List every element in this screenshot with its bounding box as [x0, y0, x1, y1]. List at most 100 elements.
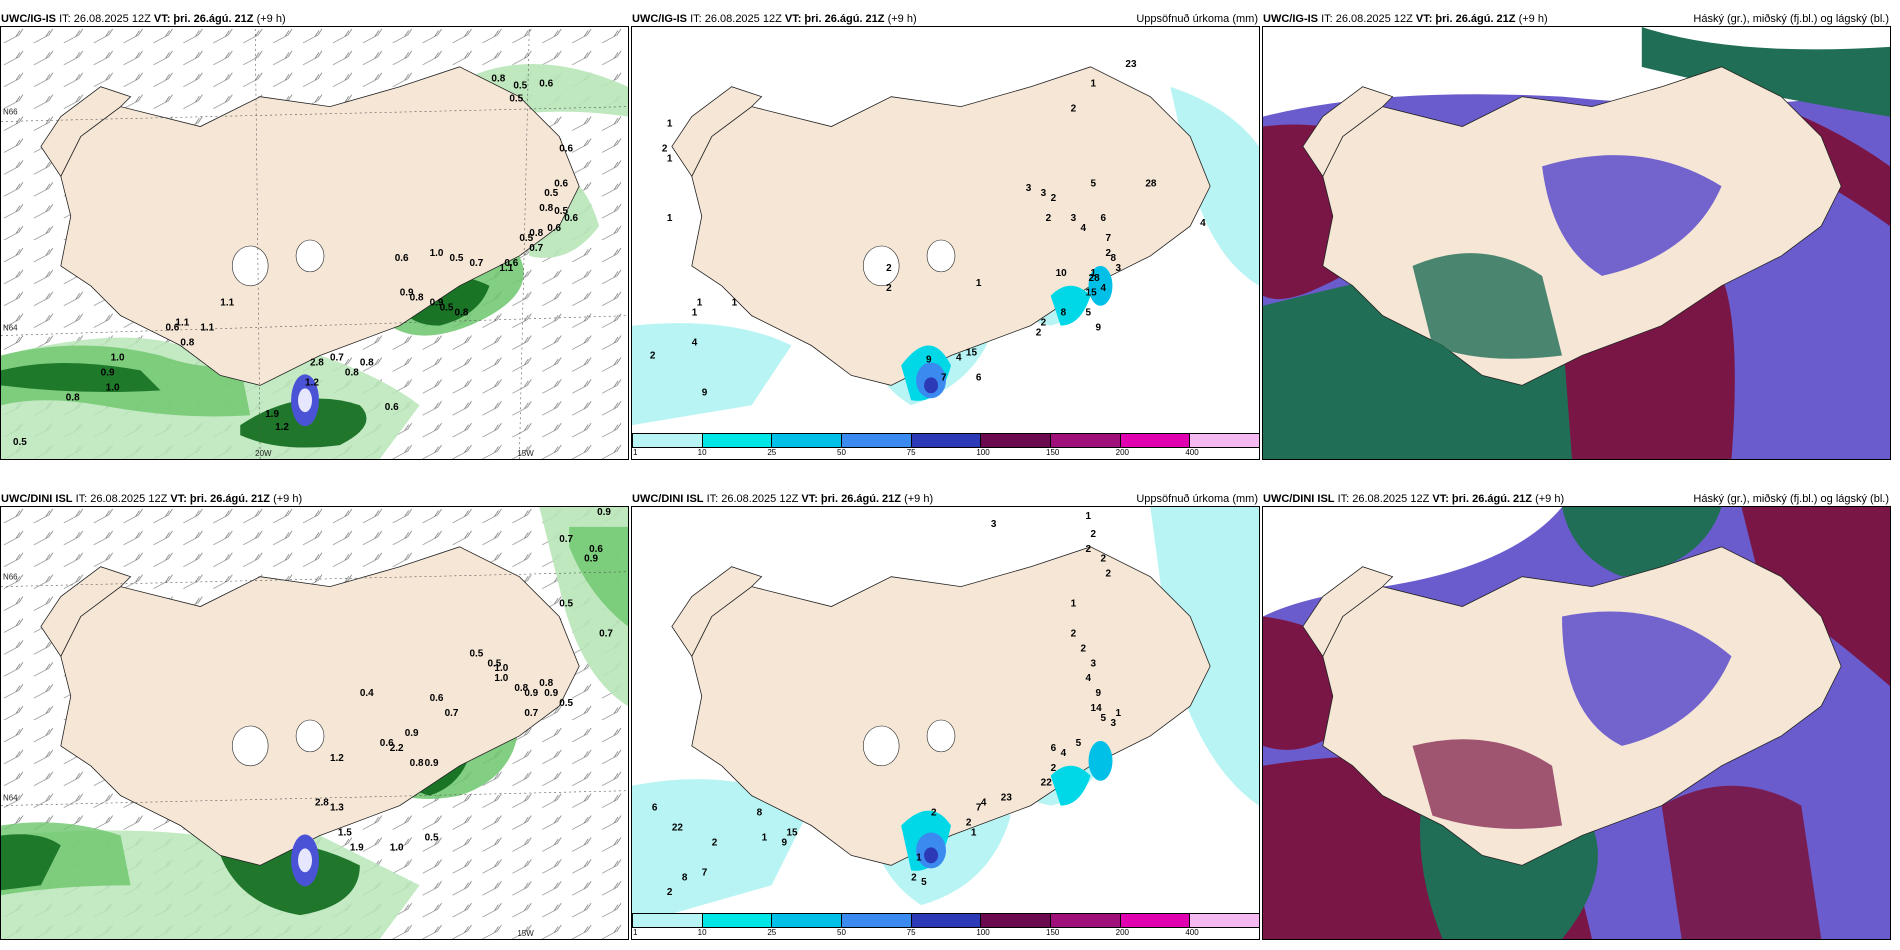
value-label: 0.8: [360, 357, 374, 368]
value-label: 1: [1091, 79, 1097, 90]
value-label: 1: [732, 298, 738, 309]
map-area[interactable]: [1262, 506, 1891, 940]
value-label: 9: [702, 387, 708, 398]
value-label: 0.6: [430, 693, 444, 704]
value-label: 1: [667, 119, 673, 130]
value-label: 0.9: [425, 758, 439, 769]
value-label: 1.0: [390, 842, 404, 853]
colorbar-segment: [841, 433, 912, 448]
map-area[interactable]: 0.9 0.7 0.6 0.9 0.5 0.7 0.5 0.5 1.0 1.0 0.8 0.9 0.8 0…: [0, 506, 629, 940]
value-label: 2: [1041, 318, 1047, 329]
colorbar-tick: 50: [837, 448, 846, 457]
value-label: 8: [682, 872, 688, 883]
value-label: 9: [782, 837, 788, 848]
colorbar-segment: [1050, 913, 1121, 928]
value-label: 8: [1061, 308, 1067, 319]
value-label: 1.0: [494, 663, 508, 674]
lat-label: N64: [3, 794, 18, 803]
value-label: 4: [1086, 673, 1092, 684]
value-label: 0.8: [529, 228, 543, 239]
value-label: 5: [1086, 308, 1092, 319]
value-label: 2: [1051, 763, 1057, 774]
panel-dini-wind: UWC/DINI ISL IT: 26.08.2025 12Z VT: þri.…: [0, 492, 629, 940]
colorbar-segment: [771, 913, 842, 928]
value-label: 1: [1071, 599, 1077, 610]
value-label: 0.9: [597, 507, 611, 518]
value-label: 8: [757, 808, 763, 819]
value-label: 5: [1076, 738, 1082, 749]
value-label: 1: [1115, 708, 1121, 719]
value-label: 22: [1041, 778, 1053, 789]
colorbar-tick: 200: [1115, 448, 1130, 457]
value-label: 1.9: [350, 842, 364, 853]
panel-dini-clouds: UWC/DINI ISL IT: 26.08.2025 12Z VT: þri.…: [1262, 492, 1891, 940]
value-label: 1.1: [499, 263, 513, 274]
value-label: 0.5: [487, 658, 501, 669]
value-label: 3: [1026, 183, 1032, 194]
value-label: 0.6: [539, 79, 553, 90]
map-area[interactable]: [1262, 26, 1891, 460]
colorbar-segment: [980, 433, 1051, 448]
colorbar-tick: 400: [1185, 928, 1199, 937]
value-label: 7: [702, 867, 708, 878]
value-label: 0.6: [559, 143, 573, 154]
cloud-map: [1263, 507, 1890, 939]
lat-label: N66: [3, 573, 18, 582]
value-label: 0.6: [380, 738, 394, 749]
panel-header: UWC/IG-IS IT: 26.08.2025 12Z VT: þri. 26…: [1, 13, 286, 25]
value-label: 9: [1096, 323, 1102, 334]
value-label: 7: [941, 372, 947, 383]
value-label: 23: [1001, 793, 1013, 804]
value-label: 4: [956, 352, 962, 363]
value-label: 2: [1101, 554, 1107, 565]
map-area[interactable]: 3 1 2 2 2 2 1 2 2 3 4 9 14 5 1 3 5 6 4 2 22 23 4 7 2 1 2 5 2 1 6 22 8 2 7 8…: [631, 506, 1260, 940]
panel-title: Uppsöfnuð úrkoma (mm): [1136, 493, 1258, 505]
value-label: 0.6: [589, 544, 603, 555]
value-label: 1.1: [220, 298, 234, 309]
map-area[interactable]: 0.8 0.5 0.6 0.5 0.6 0.6 0.5 0.8 0.5 0.6 0.6 0.8 0.5 0…: [0, 26, 629, 460]
colorbar-tick: 150: [1046, 928, 1060, 937]
colorbar-tick: 200: [1115, 928, 1130, 937]
value-label: 0.7: [445, 708, 459, 719]
value-label: 7: [1105, 233, 1111, 244]
value-label: 0.6: [165, 323, 179, 334]
colorbar-tick: 400: [1185, 448, 1199, 457]
value-label: 0.8: [66, 392, 80, 403]
panel-igis-precip: UWC/IG-IS IT: 26.08.2025 12Z VT: þri. 26…: [631, 12, 1260, 460]
value-label: 2: [966, 818, 972, 829]
value-label: 2: [1036, 328, 1042, 339]
value-label: 2: [1081, 643, 1087, 654]
value-label: 9: [926, 354, 932, 365]
map-area[interactable]: 1 2 1 1 2 2 1 1 1 3 5 1 3 2 2 3 4 6 7 8 4 3 2 1 10 15 5 23 28 2 2 4 1 9 4 2…: [631, 26, 1260, 460]
wind-map: 0.80.5 0.60.50.60.60.50.8 0.50.60.60.80.50…: [1, 27, 628, 459]
value-label: 0.8: [539, 678, 553, 689]
panel-header: UWC/IG-IS IT: 26.08.2025 12Z VT: þri. 26…: [632, 13, 917, 25]
value-label: 0.6: [554, 178, 568, 189]
value-label: 2: [1105, 569, 1111, 580]
lat-label: N66: [3, 108, 18, 117]
value-label: 0.9: [430, 298, 444, 309]
value-label: 1: [667, 153, 673, 164]
colorbar-segment: [980, 913, 1051, 928]
colorbar-tick: 100: [976, 928, 990, 937]
value-label: 0.5: [509, 94, 523, 105]
value-label: 1.5: [338, 827, 352, 838]
value-label: 4: [692, 338, 698, 349]
value-label: 0.6: [504, 258, 518, 269]
value-label: 0.8: [410, 758, 424, 769]
value-label: 3: [991, 519, 997, 530]
value-label: 0.5: [450, 253, 464, 264]
value-label: 1.2: [330, 753, 344, 764]
value-label: 0.4: [360, 688, 374, 699]
colorbar-tick: 100: [976, 448, 990, 457]
value-label: 0.6: [547, 223, 561, 234]
colorbar-tick: 75: [906, 928, 916, 937]
value-label: 1: [1086, 511, 1092, 522]
value-label: 0.9: [101, 367, 115, 378]
value-label: 0.8: [345, 367, 359, 378]
value-label: 0.7: [524, 708, 538, 719]
value-label: 2: [667, 887, 673, 898]
value-label: 2: [911, 872, 917, 883]
value-label: 2: [1071, 628, 1077, 639]
value-label: 1.0: [430, 248, 444, 259]
